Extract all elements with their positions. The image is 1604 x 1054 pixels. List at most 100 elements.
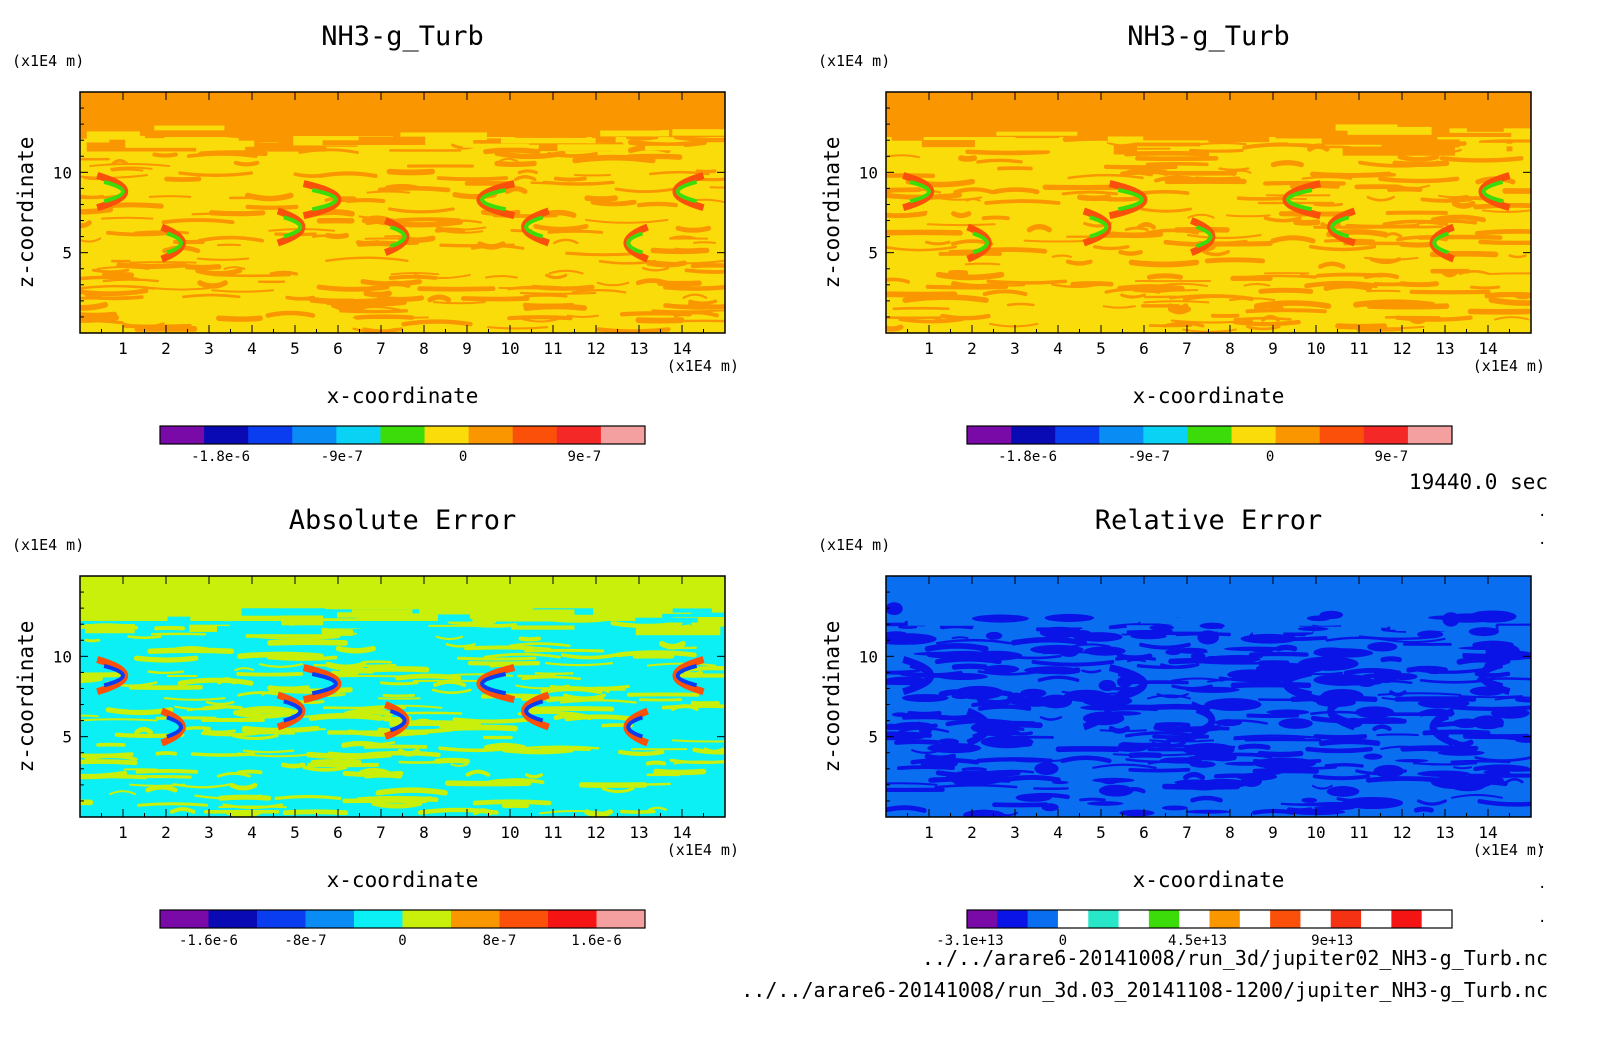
- streak: [965, 149, 1051, 156]
- error-patch: [1390, 673, 1418, 681]
- streak: [976, 757, 1053, 763]
- streak: [1242, 142, 1326, 150]
- streak: [1508, 254, 1527, 259]
- streak: [202, 704, 243, 710]
- streak: [1481, 767, 1531, 772]
- error-patch: [1367, 641, 1398, 652]
- error-patch: [1098, 784, 1134, 797]
- margin-dot: .: [1538, 910, 1547, 926]
- colorbar-tick-label: 1.6e-6: [571, 933, 622, 949]
- streak: [546, 697, 580, 703]
- streak: [907, 710, 942, 717]
- colorbar-swatch: [1391, 910, 1423, 928]
- streak: [548, 269, 584, 275]
- streak: [110, 166, 153, 170]
- streak: [635, 278, 669, 286]
- streak: [513, 130, 599, 136]
- streak: [1245, 308, 1327, 314]
- streak: [1270, 235, 1316, 244]
- x-tick-label: 6: [1139, 339, 1149, 358]
- front-arc-core: [626, 715, 644, 739]
- streak: [472, 808, 494, 816]
- streak: [1001, 775, 1061, 783]
- streak: [1246, 325, 1281, 331]
- streak: [436, 176, 509, 182]
- streak: [934, 656, 1002, 665]
- y-tick-label: 10: [53, 647, 72, 666]
- colorbar-tick-label: -1.8e-6: [998, 449, 1057, 465]
- file-path-1: ../../arare6-20141008/run_3d/jupiter02_N…: [921, 946, 1548, 970]
- top-band-patch: [635, 617, 698, 623]
- field-area: [80, 92, 725, 333]
- colorbar-tick-label: -8e-7: [284, 933, 326, 949]
- streak: [80, 770, 128, 780]
- error-patch: [1051, 780, 1069, 785]
- front-arc-core: [389, 709, 407, 733]
- error-patch: [1326, 786, 1360, 797]
- y-axis-label: z-coordinate: [14, 621, 38, 773]
- streak: [302, 765, 348, 772]
- error-patch: [1305, 801, 1370, 807]
- error-patch: [1341, 796, 1404, 810]
- y-unit-label: (x1E4 m): [12, 52, 84, 70]
- colorbar-swatch: [1187, 426, 1233, 444]
- x-tick-label: 3: [1010, 339, 1020, 358]
- x-tick-label: 3: [204, 339, 214, 358]
- error-patch: [1024, 666, 1079, 675]
- colorbar-tick-label: 0: [459, 449, 467, 465]
- streak: [1243, 283, 1271, 287]
- streak: [1187, 213, 1215, 219]
- streak: [470, 244, 525, 250]
- streak: [182, 293, 241, 299]
- streak: [1363, 272, 1400, 280]
- colorbar-tick-label: 0: [1059, 933, 1067, 949]
- streak: [89, 163, 171, 168]
- colorbar-swatch: [305, 910, 355, 928]
- streak: [951, 636, 969, 640]
- streak: [281, 762, 306, 769]
- streak: [80, 296, 129, 300]
- streak: [886, 782, 938, 786]
- front-arc-core: [103, 180, 126, 204]
- top-band-patch: [1288, 138, 1317, 144]
- streak: [926, 223, 996, 227]
- x-tick-label: 14: [1478, 823, 1497, 842]
- streak: [688, 299, 718, 305]
- x-tick-label: 7: [376, 339, 386, 358]
- streak: [80, 194, 105, 199]
- error-patch: [1034, 762, 1059, 776]
- top-band-patch: [993, 143, 1091, 151]
- front-arc-core: [166, 715, 184, 739]
- colorbar-swatch: [354, 910, 403, 928]
- streak: [1387, 186, 1423, 193]
- streak: [636, 201, 679, 208]
- streak: [1132, 289, 1174, 293]
- error-patch: [1030, 644, 1084, 655]
- colorbar-swatch: [600, 426, 646, 444]
- top-band-patch: [557, 144, 626, 151]
- top-band-patch: [351, 609, 413, 614]
- streak: [133, 655, 199, 663]
- error-patch: [1204, 655, 1261, 664]
- streak: [80, 301, 109, 311]
- x-tick-label: 13: [629, 339, 648, 358]
- streak: [258, 663, 303, 668]
- streak: [504, 186, 528, 194]
- x-tick-label: 3: [204, 823, 214, 842]
- colorbar-swatch: [1239, 910, 1271, 928]
- streak: [208, 210, 266, 217]
- streak: [572, 154, 656, 164]
- colorbar-swatch: [596, 910, 646, 928]
- streak: [360, 279, 422, 287]
- streak: [553, 712, 593, 721]
- streak: [1353, 299, 1436, 308]
- colorbar-swatch: [1407, 426, 1453, 444]
- error-patch: [886, 734, 926, 741]
- streak: [330, 670, 359, 677]
- streak: [80, 714, 99, 718]
- streak: [1450, 705, 1531, 711]
- streak: [223, 266, 246, 270]
- top-band-patch: [400, 132, 487, 141]
- error-patch: [1266, 709, 1310, 715]
- streak: [1186, 234, 1262, 240]
